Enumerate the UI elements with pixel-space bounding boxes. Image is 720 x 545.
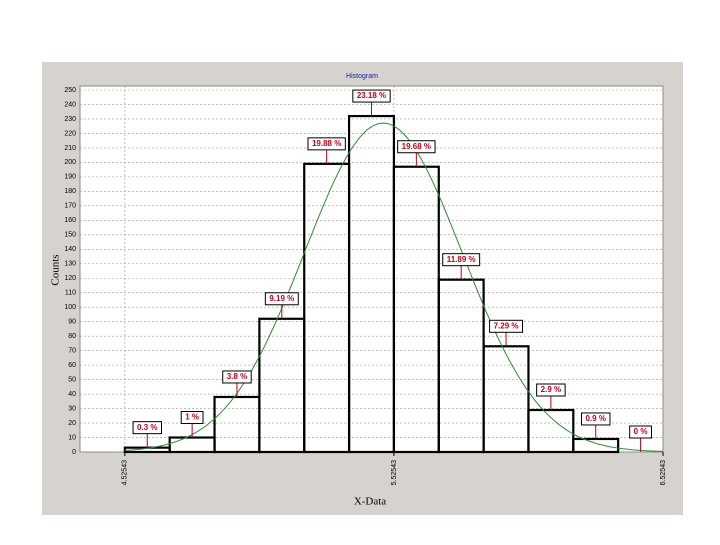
callout-box [629,425,652,439]
y-tick-label: 120 [64,275,76,282]
y-tick-label: 140 [64,246,76,253]
y-tick-label: 60 [68,362,76,369]
y-tick-label: 80 [68,333,76,340]
callout-box [580,412,611,426]
y-tick-label: 210 [64,145,76,152]
x-tick-label: 6.52543 [660,460,667,485]
x-tick-label: 4.52543 [122,460,129,485]
chart-title: Histogram [346,73,378,80]
y-tick-label: 40 [68,391,76,398]
y-tick-label: 250 [64,87,76,94]
callout-box [307,137,346,151]
x-axis-label: X-Data [354,496,386,508]
y-tick-label: 90 [68,319,76,326]
data-label: 9.19 % [269,294,294,303]
callout-box [132,421,163,435]
x-tick-label: 5.52543 [391,460,398,485]
callout-box [442,253,481,267]
data-label: 23.18 % [357,91,386,100]
y-tick-label: 50 [68,376,76,383]
y-tick-label: 200 [64,159,76,166]
y-tick-label: 240 [64,101,76,108]
callout-box [489,319,523,333]
y-tick-label: 150 [64,232,76,239]
callout-box [352,89,391,103]
callout-box [222,370,252,384]
y-tick-label: 0 [72,449,76,456]
y-tick-label: 100 [64,304,76,311]
plot-area [79,85,664,453]
y-tick-label: 170 [64,203,76,210]
y-tick-label: 110 [65,290,76,297]
y-tick-label: 160 [64,217,76,224]
y-tick-label: 220 [64,130,76,137]
data-label: 19.88 % [312,139,341,148]
y-tick-label: 180 [64,188,76,195]
callout-box [264,292,299,306]
data-label: 0 % [634,427,648,436]
callout-box [397,140,436,154]
data-label: 0.9 % [585,414,605,423]
data-label: 1 % [185,413,199,422]
y-tick-label: 10 [68,434,76,441]
y-tick-label: 130 [64,261,76,268]
data-label: 2.9 % [541,385,561,394]
y-tick-label: 190 [64,174,76,181]
data-label: 11.89 % [447,255,476,264]
y-tick-label: 20 [68,420,76,427]
y-axis-label: Counts [50,254,62,285]
callout-box [536,383,566,397]
callout-box [180,411,204,425]
y-tick-label: 70 [68,347,76,354]
data-label: 7.29 % [494,321,519,330]
y-tick-label: 230 [64,116,76,123]
data-label: 0.3 % [137,423,157,432]
y-tick-label: 30 [68,405,76,412]
data-label: 19.68 % [402,142,431,151]
fit-curve [124,122,664,452]
data-label: 3.8 % [227,372,247,381]
